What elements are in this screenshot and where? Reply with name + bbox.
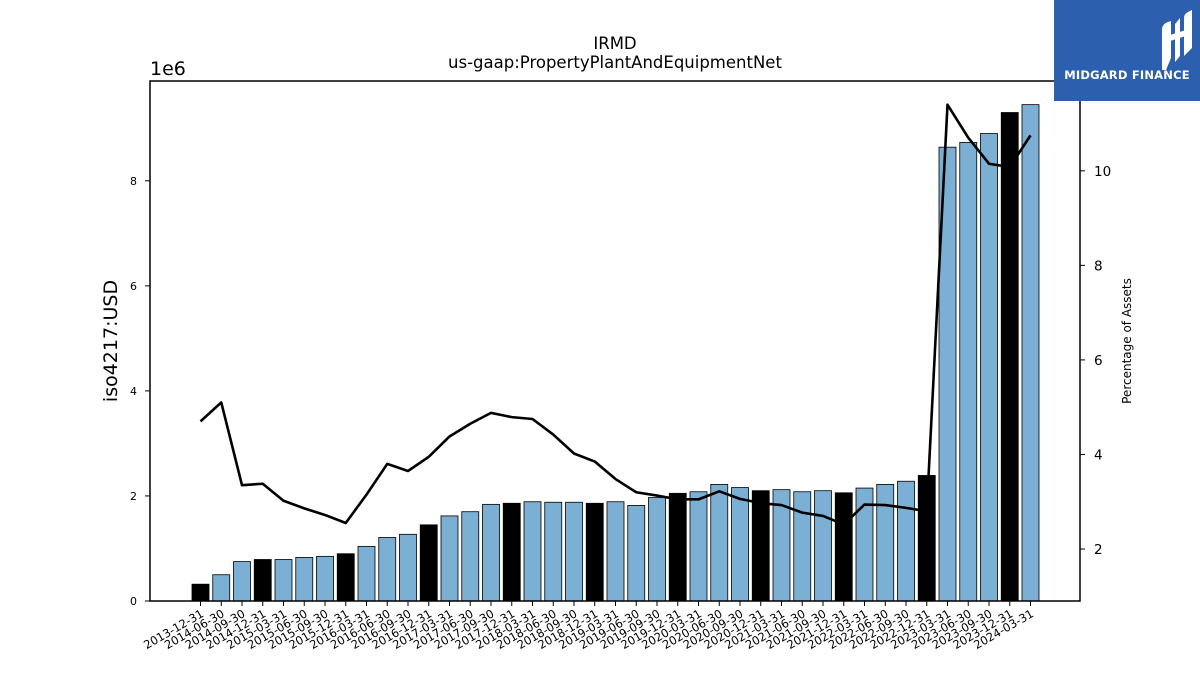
y-tick-label: 4 <box>130 385 137 398</box>
bar-2014-12-31 <box>253 559 272 602</box>
bar-2015-12-31 <box>336 553 355 602</box>
bar-2018-09-30 <box>565 501 583 602</box>
y-ticks: 0 2 4 6 8 <box>130 175 150 608</box>
bar-2019-06-30 <box>627 504 646 602</box>
logo-mark-icon <box>1162 10 1192 70</box>
bar-2020-12-31 <box>751 490 770 602</box>
chart-title: IRMD <box>593 34 636 53</box>
bar-2017-06-30 <box>461 511 480 602</box>
y2-axis-label: Percentage of Assets <box>1120 278 1134 404</box>
y-axis-label: iso4217:USD <box>100 280 122 402</box>
plot-frame <box>149 80 1081 602</box>
y-tick-label: 6 <box>130 280 137 293</box>
bar-2017-03-31 <box>440 515 459 602</box>
line-group <box>199 103 1032 526</box>
bar-2016-03-31 <box>357 545 376 602</box>
y2-tick-label: 6 <box>1094 353 1103 369</box>
y2-tick-label: 8 <box>1094 258 1103 274</box>
bar-2020-06-30 <box>710 483 729 602</box>
bar-2023-06-30 <box>959 142 978 602</box>
percentage-of-assets-line <box>199 103 1032 526</box>
bar-2019-09-30 <box>648 497 666 602</box>
bar-2019-12-31 <box>668 492 687 602</box>
midgard-finance-logo: MIDGARD FINANCE <box>1054 0 1200 101</box>
bar-2018-06-30 <box>544 501 563 602</box>
bar-2020-03-31 <box>689 491 708 602</box>
bar-2013-12-31 <box>191 583 210 602</box>
y-tick-label: 8 <box>130 175 137 188</box>
bar-2014-06-30 <box>212 574 231 602</box>
y2-tick-label: 4 <box>1094 447 1103 463</box>
bar-2016-12-31 <box>419 524 438 602</box>
bar-2022-09-30 <box>897 480 915 602</box>
y-tick-label: 2 <box>130 490 137 503</box>
bar-2015-03-31 <box>274 559 293 602</box>
y2-ticks: 2 4 6 8 10 <box>1080 164 1111 558</box>
bar-2015-06-30 <box>295 557 314 602</box>
bar-2016-06-30 <box>378 537 397 602</box>
y2-tick-label: 2 <box>1094 542 1103 558</box>
bar-2015-09-30 <box>316 555 334 602</box>
y2-tick-label: 10 <box>1094 164 1111 180</box>
bar-2016-09-30 <box>399 533 417 602</box>
bar-2021-09-30 <box>814 490 832 602</box>
bar-2018-03-31 <box>523 501 542 602</box>
bar-2020-09-30 <box>731 487 749 602</box>
y-multiplier-label: 1e6 <box>150 58 186 80</box>
x-ticks: 2013-12-312014-06-302014-09-302014-12-31… <box>141 601 1036 652</box>
bar-2017-09-30 <box>482 503 500 602</box>
bar-2022-06-30 <box>876 483 895 602</box>
bar-2021-06-30 <box>793 491 812 602</box>
bar-2019-03-31 <box>606 501 625 602</box>
bar-2018-12-31 <box>585 502 604 602</box>
bar-2024-03-31 <box>1021 104 1040 602</box>
bar-group <box>191 104 1040 602</box>
y-tick-label: 0 <box>130 595 137 608</box>
chart-subtitle: us-gaap:PropertyPlantAndEquipmentNet <box>448 53 782 72</box>
bar-2023-12-31 <box>1000 112 1019 602</box>
bar-2014-09-30 <box>233 561 251 602</box>
bar-2021-12-31 <box>834 492 853 602</box>
bar-2023-09-30 <box>980 133 998 602</box>
logo-text: MIDGARD FINANCE <box>1064 68 1190 82</box>
bar-2017-12-31 <box>502 502 521 602</box>
